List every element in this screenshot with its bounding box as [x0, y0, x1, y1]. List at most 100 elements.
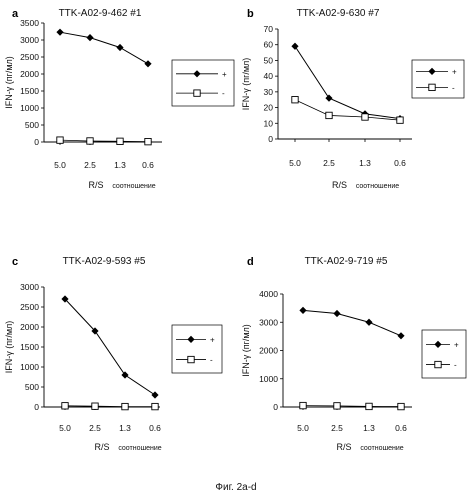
- y-tick-label: 50: [264, 55, 274, 65]
- figure-caption: Фиг. 2a-d: [215, 482, 256, 493]
- legend-marker-minus: [193, 89, 201, 97]
- y-axis-label: IFN-γ (пг/мл): [4, 321, 14, 374]
- data-point-plus: [397, 332, 405, 340]
- data-point-plus: [86, 34, 94, 42]
- legend-box: [171, 59, 235, 107]
- x-axis-label: R/S: [332, 180, 347, 190]
- data-point-plus: [151, 391, 159, 399]
- data-point-plus: [299, 306, 307, 314]
- legend-box: [421, 329, 467, 379]
- series-line-plus: [64, 298, 156, 396]
- y-axis-label: IFN-γ (пг/мл): [4, 56, 14, 109]
- legend-marker-minus: [434, 360, 442, 369]
- x-tick-label: 5.0: [59, 423, 71, 433]
- series-line-plus: [294, 46, 401, 120]
- chart-title: TTK-A02-9-630 #7: [297, 8, 380, 19]
- chart-title: TTK-A02-9-719 #5: [305, 256, 388, 267]
- data-point-plus: [61, 295, 69, 303]
- y-tick-label: 70: [264, 24, 274, 34]
- data-point-plus: [325, 94, 333, 102]
- legend-marker-minus: [428, 83, 436, 92]
- data-point-minus: [116, 137, 124, 145]
- data-point-minus: [397, 402, 405, 411]
- y-tick-label: 3000: [20, 282, 39, 292]
- y-tick-label: 500: [25, 382, 39, 392]
- legend-label: +: [454, 340, 459, 349]
- panel-letter: b: [247, 8, 254, 20]
- y-tick-label: 30: [264, 87, 274, 97]
- series-line-plus: [59, 31, 149, 65]
- y-axis-label: IFN-γ (пг/мл): [241, 324, 251, 377]
- data-point-minus: [86, 137, 94, 145]
- legend-label: -: [210, 356, 213, 365]
- panel-letter: c: [12, 256, 18, 268]
- x-tick-label: 2.5: [331, 423, 343, 433]
- y-tick-label: 10: [264, 118, 274, 128]
- legend-marker-plus: [434, 340, 442, 348]
- data-point-minus: [333, 402, 341, 410]
- data-point-minus: [291, 96, 299, 104]
- data-point-plus: [116, 43, 124, 52]
- x-axis-label-sub: соотношение: [118, 445, 161, 452]
- data-point-plus: [56, 28, 64, 36]
- legend-box: [411, 59, 465, 99]
- legend: +-: [171, 59, 235, 107]
- data-point-minus: [365, 402, 373, 411]
- x-tick-label: 1.3: [359, 158, 371, 168]
- legend-label: -: [454, 361, 457, 370]
- data-point-minus: [299, 401, 307, 410]
- data-point-minus: [151, 402, 159, 411]
- data-point-minus: [91, 402, 99, 410]
- y-tick-label: 0: [34, 402, 39, 412]
- series-line-minus: [64, 405, 155, 408]
- legend-marker-plus: [428, 67, 436, 75]
- x-axis-label-sub: соотношение: [360, 445, 403, 452]
- legend-box: [171, 324, 223, 374]
- y-tick-label: 2000: [20, 69, 39, 79]
- y-tick-label: 1000: [259, 374, 278, 384]
- x-tick-label: 0.6: [395, 423, 407, 433]
- data-point-plus: [291, 42, 299, 50]
- y-tick-label: 2000: [20, 322, 39, 332]
- chart-title: TTK-A02-9-462 #1: [59, 8, 142, 19]
- x-tick-label: 1.3: [114, 160, 126, 170]
- legend-label: -: [452, 83, 455, 92]
- x-tick-label: 2.5: [323, 158, 335, 168]
- x-tick-label: 0.6: [142, 160, 154, 170]
- x-tick-label: 5.0: [54, 160, 66, 170]
- y-tick-label: 1000: [20, 362, 39, 372]
- legend-label: +: [222, 70, 227, 79]
- y-axis-label: IFN-γ (пг/мл): [241, 58, 251, 111]
- y-tick-label: 500: [25, 120, 39, 130]
- y-tick-label: 2500: [20, 52, 39, 62]
- chart-panel-a: a TTK-A02-9-462 #1 0 500 1000 1500 2000 2500 300…: [4, 8, 235, 190]
- data-point-plus: [144, 60, 152, 68]
- chart-panel-c: c TTK-A02-9-593 #5 0 500 1000 1500 2000 2500 300…: [4, 256, 223, 452]
- x-tick-label: 2.5: [89, 423, 101, 433]
- panel-letter: a: [12, 8, 19, 20]
- legend-label: +: [452, 67, 457, 76]
- x-axis-label-sub: соотношение: [112, 183, 155, 190]
- data-point-plus: [365, 318, 373, 326]
- data-point-minus: [325, 111, 333, 120]
- legend-label: +: [210, 335, 215, 344]
- series-line-plus: [302, 309, 402, 337]
- legend-label: -: [222, 89, 225, 98]
- data-point-plus: [91, 327, 99, 335]
- x-tick-label: 1.3: [363, 423, 375, 433]
- data-point-minus: [361, 113, 369, 121]
- legend: +-: [411, 59, 465, 99]
- y-tick-label: 3000: [259, 317, 278, 327]
- data-point-minus: [396, 116, 404, 124]
- y-tick-label: 0: [268, 134, 273, 144]
- x-axis-label: R/S: [336, 442, 351, 452]
- y-tick-label: 3000: [20, 35, 39, 45]
- series-line-minus: [302, 405, 402, 407]
- series-line-minus: [294, 99, 401, 121]
- y-tick-label: 60: [264, 40, 274, 50]
- data-point-plus: [333, 309, 341, 318]
- chart-panel-b: b TTK-A02-9-630 #7 0 10 20 30 40 50 60 70 5.0 2.5 1.…: [241, 8, 465, 190]
- y-tick-label: 40: [264, 71, 274, 81]
- legend: +-: [421, 329, 467, 379]
